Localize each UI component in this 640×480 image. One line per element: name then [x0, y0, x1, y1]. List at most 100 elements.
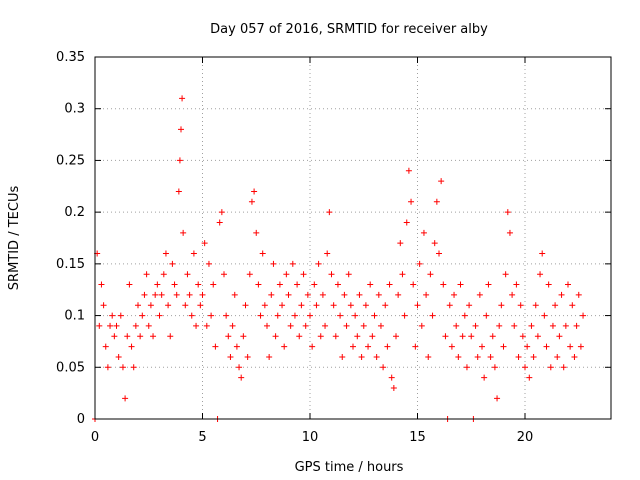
data-point — [257, 312, 264, 319]
y-tick-label: 0.3 — [64, 102, 85, 117]
data-point — [545, 281, 552, 288]
data-point — [390, 384, 397, 391]
data-point — [332, 333, 339, 340]
data-point — [296, 333, 303, 340]
data-point — [410, 281, 417, 288]
data-point — [569, 302, 576, 309]
data-point — [461, 312, 468, 319]
data-point — [188, 312, 195, 319]
data-point — [358, 353, 365, 360]
data-point — [534, 333, 541, 340]
data-point — [100, 302, 107, 309]
data-point — [178, 126, 184, 133]
data-point — [451, 291, 458, 298]
data-point — [109, 312, 116, 319]
data-point — [291, 312, 298, 319]
data-point — [270, 260, 277, 267]
data-point — [248, 198, 255, 205]
data-point — [472, 322, 479, 329]
data-point — [517, 302, 524, 309]
data-point — [356, 291, 363, 298]
data-point — [341, 291, 348, 298]
y-tick-label: 0.35 — [56, 50, 85, 65]
data-point — [431, 240, 438, 247]
data-point — [229, 322, 236, 329]
data-point — [326, 209, 333, 216]
data-point — [429, 312, 436, 319]
data-point — [541, 312, 548, 319]
data-point — [401, 312, 408, 319]
grid-lines — [95, 57, 611, 419]
data-point — [474, 353, 481, 360]
data-point — [455, 353, 462, 360]
data-point — [307, 312, 313, 319]
data-point — [240, 333, 247, 340]
data-point — [496, 322, 503, 329]
data-point — [238, 374, 245, 381]
data-point — [147, 302, 154, 309]
data-point — [343, 322, 350, 329]
data-point — [393, 333, 399, 340]
data-point — [375, 291, 382, 298]
data-point — [483, 312, 490, 319]
data-point — [124, 333, 131, 340]
data-point — [208, 312, 215, 319]
data-point — [562, 322, 569, 329]
data-point — [571, 353, 578, 360]
data-point — [377, 322, 384, 329]
data-point — [162, 250, 169, 257]
data-point — [373, 353, 380, 360]
data-point — [190, 250, 197, 257]
data-point — [319, 291, 326, 298]
data-point — [313, 302, 320, 309]
data-point — [360, 322, 367, 329]
data-point — [539, 250, 546, 257]
data-point — [119, 364, 126, 371]
data-point — [117, 312, 124, 319]
data-point — [285, 291, 292, 298]
data-point — [311, 281, 318, 288]
data-point — [167, 333, 174, 340]
data-point — [315, 260, 322, 267]
data-point — [416, 260, 423, 267]
data-point — [466, 302, 473, 309]
data-point — [425, 353, 432, 360]
data-point — [481, 374, 488, 381]
data-point — [397, 240, 404, 247]
data-point — [438, 178, 445, 185]
data-point — [547, 364, 554, 371]
data-point — [500, 343, 507, 350]
data-point — [266, 353, 273, 360]
data-point — [259, 250, 266, 257]
data-point — [156, 312, 163, 319]
data-point — [552, 302, 559, 309]
data-point — [236, 364, 243, 371]
data-point — [485, 281, 492, 288]
data-point — [330, 302, 337, 309]
y-tick-label: 0.05 — [56, 360, 85, 375]
data-point — [225, 333, 232, 340]
data-point — [180, 229, 187, 236]
data-point — [567, 343, 574, 350]
data-point — [367, 281, 374, 288]
data-point — [216, 219, 223, 226]
y-axis-label: SRMTID / TECUs — [7, 186, 22, 291]
data-point — [165, 302, 172, 309]
x-axis-label: GPS time / hours — [295, 460, 404, 475]
data-point — [515, 353, 522, 360]
data-point — [96, 322, 103, 329]
data-point — [279, 302, 286, 309]
data-point — [227, 353, 234, 360]
data-point — [150, 333, 157, 340]
data-point — [205, 260, 212, 267]
data-point — [423, 291, 430, 298]
data-point — [160, 271, 167, 278]
data-point — [442, 333, 449, 340]
data-point — [132, 322, 139, 329]
data-point — [135, 302, 141, 309]
data-point — [210, 281, 217, 288]
axis-ticks — [94, 56, 611, 420]
data-point — [350, 343, 356, 350]
data-point — [337, 312, 344, 319]
data-point — [212, 343, 219, 350]
